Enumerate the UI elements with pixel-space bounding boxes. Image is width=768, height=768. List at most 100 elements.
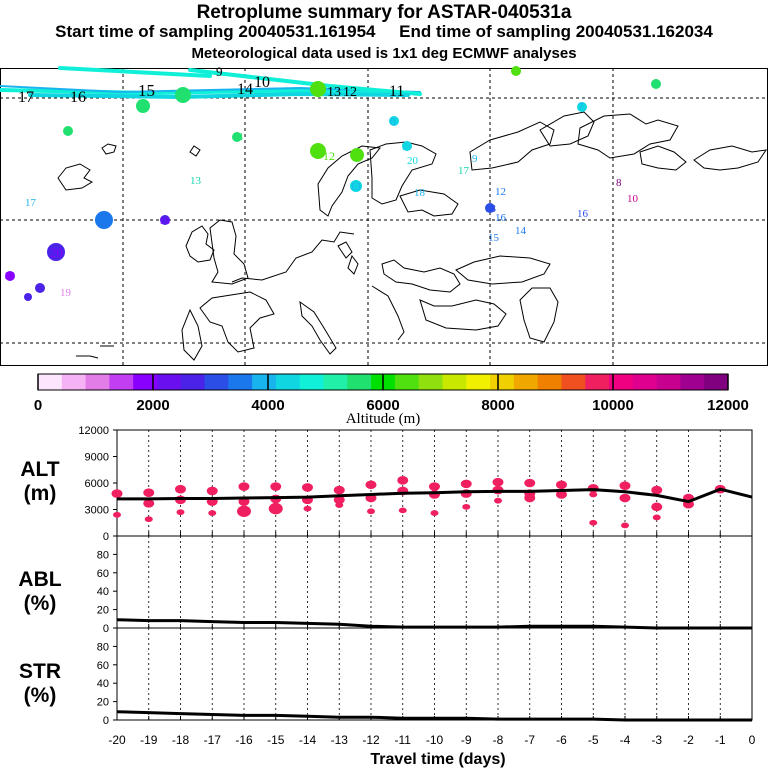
y-tick-label: 60 bbox=[97, 568, 109, 580]
altitude-point bbox=[268, 502, 283, 515]
map-time-label: 12 bbox=[343, 85, 357, 100]
map-time-label: 9 bbox=[65, 125, 71, 137]
altitude-point bbox=[619, 481, 631, 490]
map-time-label: 10 bbox=[254, 74, 270, 91]
y-tick-label: 12000 bbox=[78, 425, 109, 437]
x-tick-label: -11 bbox=[395, 733, 412, 747]
x-tick-label: -8 bbox=[493, 733, 504, 747]
altitude-point bbox=[335, 502, 344, 508]
altitude-point bbox=[460, 479, 472, 489]
map-time-label: 9 bbox=[472, 153, 478, 165]
altitude-point bbox=[270, 482, 282, 491]
map-time-label: 18 bbox=[4, 270, 16, 282]
map-time-label: 19 bbox=[60, 287, 72, 299]
map-time-label: 16 bbox=[159, 215, 171, 227]
colorbar-segment bbox=[323, 374, 348, 390]
colorbar-tick-label: 0 bbox=[34, 397, 42, 414]
map-time-label: 11 bbox=[311, 145, 323, 159]
colorbar-segment bbox=[133, 374, 158, 390]
altitude-point bbox=[175, 484, 186, 494]
colorbar-segment bbox=[299, 374, 325, 390]
colorbar-segment bbox=[394, 374, 420, 390]
map-time-label: 17 bbox=[458, 165, 470, 177]
y-tick-label: 6000 bbox=[85, 478, 109, 490]
colorbar-segment bbox=[561, 374, 586, 390]
x-tick-label: -6 bbox=[556, 733, 567, 747]
y-tick-label: 20 bbox=[97, 697, 109, 709]
panel-unit: (%) bbox=[24, 684, 57, 707]
meteo-note: Meteorological data used is 1x1 deg ECMW… bbox=[191, 45, 577, 62]
colorbar-segment bbox=[656, 374, 681, 390]
altitude-point bbox=[397, 476, 409, 485]
map-time-label: 16 bbox=[70, 89, 86, 106]
altitude-point bbox=[111, 489, 123, 498]
x-tick-label: -12 bbox=[362, 733, 380, 747]
series-line bbox=[117, 487, 753, 504]
altitude-point bbox=[238, 482, 250, 491]
altitude-point bbox=[143, 488, 155, 498]
map-time-label: 7 bbox=[578, 101, 584, 113]
colorbar-segment bbox=[704, 374, 729, 390]
altitude-colorbar: 0 2000 4000 6000 8000 10000 12000 Altitude (m) bbox=[34, 373, 749, 427]
altitude-point bbox=[333, 495, 345, 505]
altitude-point bbox=[208, 510, 217, 516]
colorbar-segment bbox=[347, 374, 372, 390]
map-frame bbox=[0, 68, 768, 366]
altitude-point bbox=[556, 480, 567, 490]
map-time-label: 18 bbox=[414, 187, 426, 199]
y-tick-label: 20 bbox=[97, 605, 109, 617]
map-time-label: 14 bbox=[515, 225, 527, 237]
map-time-label: 10 bbox=[352, 149, 364, 161]
colorbar-segment bbox=[38, 374, 63, 390]
colorbar-segment bbox=[61, 374, 87, 390]
altitude-point bbox=[206, 486, 218, 496]
x-tick-label: -18 bbox=[172, 733, 190, 747]
map-time-label: 13 bbox=[327, 85, 341, 100]
colorbar-tick-label: 12000 bbox=[707, 397, 749, 414]
colorbar-segment bbox=[585, 374, 610, 390]
y-tick-label: 0 bbox=[103, 623, 109, 635]
map-time-label: 12 bbox=[323, 149, 335, 163]
colorbar-segment bbox=[442, 374, 467, 390]
map-time-label: 20 bbox=[407, 155, 419, 167]
x-tick-label: -10 bbox=[426, 733, 444, 747]
x-axis-label: Travel time (days) bbox=[370, 751, 505, 768]
map-time-label: 11 bbox=[389, 83, 404, 100]
x-tick-label: -20 bbox=[108, 733, 126, 747]
x-tick-label: -13 bbox=[331, 733, 349, 747]
altitude-point bbox=[556, 490, 567, 499]
map-time-label: 6 bbox=[511, 65, 517, 77]
map-time-label: 13 bbox=[190, 175, 202, 187]
x-tick-label: -17 bbox=[204, 733, 222, 747]
altitude-point bbox=[652, 514, 661, 521]
x-tick-label: -1 bbox=[715, 733, 726, 747]
map-time-label: 8 bbox=[616, 177, 622, 189]
panel-unit: (%) bbox=[24, 592, 57, 615]
y-tick-label: 40 bbox=[97, 678, 109, 690]
y-tick-label: 60 bbox=[97, 660, 109, 672]
x-tick-label: -16 bbox=[235, 733, 253, 747]
altitude-point bbox=[621, 522, 629, 529]
x-tick-label: -7 bbox=[524, 733, 535, 747]
altitude-point bbox=[333, 485, 345, 495]
colorbar-tick-label: 4000 bbox=[251, 397, 284, 414]
series-line bbox=[116, 710, 752, 722]
y-tick-label: 40 bbox=[97, 586, 109, 598]
colorbar-segment bbox=[252, 374, 277, 390]
map-time-label: 8 bbox=[390, 116, 396, 128]
colorbar-segment bbox=[228, 374, 253, 390]
colorbar-segment bbox=[156, 374, 182, 390]
map-time-label: 15 bbox=[488, 232, 500, 244]
altitude-point bbox=[237, 505, 251, 517]
altitude-point bbox=[398, 507, 407, 514]
plume-markers bbox=[5, 66, 661, 301]
colorbar-segment bbox=[275, 374, 301, 390]
altitude-point bbox=[651, 485, 663, 495]
altitude-point bbox=[619, 493, 631, 503]
y-tick-label: 9000 bbox=[85, 452, 109, 464]
time-series-panels: 030006000900012000ALT(m)020406080ABL(%)0… bbox=[18, 425, 755, 768]
map-time-label: 17 bbox=[25, 197, 37, 209]
altitude-point bbox=[144, 516, 153, 523]
map-time-label: 16 bbox=[495, 212, 507, 224]
